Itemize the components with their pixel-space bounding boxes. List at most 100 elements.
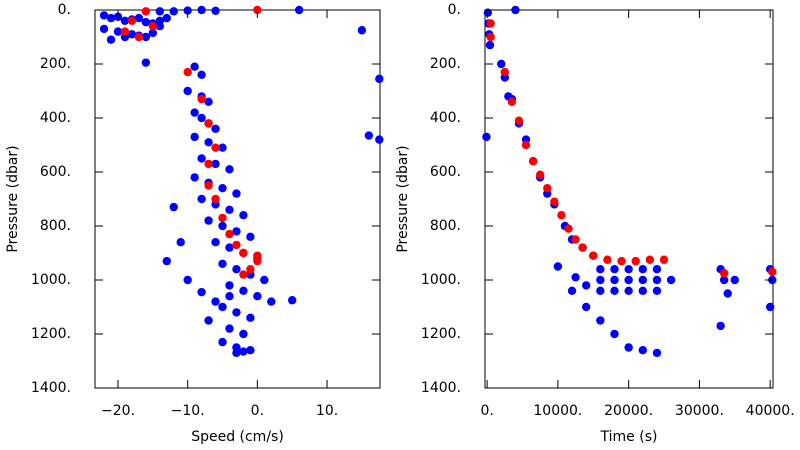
y-tick-label: 400. (430, 110, 461, 126)
data-point (239, 347, 248, 356)
data-point (638, 275, 647, 285)
data-point (610, 265, 619, 274)
data-point (218, 221, 227, 231)
data-point (225, 281, 234, 290)
y-tick-label: 200. (430, 56, 461, 72)
data-point (148, 22, 158, 31)
data-point (134, 13, 144, 23)
data-point (232, 308, 241, 317)
y-tick-label: 600. (430, 164, 461, 180)
data-point (486, 32, 495, 42)
data-point (716, 321, 725, 331)
data-point (225, 243, 234, 252)
data-point (204, 97, 213, 107)
data-point (225, 205, 234, 214)
data-point (99, 11, 109, 20)
data-point (267, 297, 276, 306)
data-point (638, 265, 647, 274)
data-point (127, 16, 137, 25)
data-point (106, 35, 116, 44)
x-tick-label: 0. (480, 403, 493, 419)
data-point (190, 132, 199, 142)
x-tick-label: 20000. (604, 403, 653, 419)
y-tick-label: 1000. (421, 272, 461, 288)
data-point (253, 256, 262, 266)
data-point (232, 240, 241, 250)
data-point (218, 302, 227, 312)
data-point (197, 5, 206, 15)
data-point (645, 255, 655, 264)
data-point (232, 227, 241, 236)
data-point (571, 273, 580, 282)
data-point (162, 256, 171, 266)
data-point (596, 275, 605, 285)
y-tick-label: 200. (40, 56, 71, 72)
data-point (596, 286, 605, 295)
data-point (232, 348, 241, 358)
data-point (652, 286, 662, 295)
data-point (260, 275, 269, 285)
data-point (571, 235, 580, 244)
data-point (578, 243, 587, 252)
x-axis-label: Time (s) (600, 429, 658, 445)
data-point (169, 202, 178, 212)
data-point (723, 289, 732, 298)
data-point (232, 189, 241, 198)
data-point (239, 248, 248, 258)
data-point (652, 348, 662, 358)
data-point (225, 292, 234, 301)
data-point (624, 265, 633, 274)
data-point (610, 286, 619, 295)
data-point (638, 286, 647, 295)
data-point (218, 143, 227, 152)
data-point (497, 59, 506, 69)
data-point (190, 62, 199, 71)
data-point (197, 194, 206, 204)
data-point (239, 211, 248, 220)
y-tick-label: 0. (448, 2, 461, 18)
data-point (557, 211, 566, 220)
data-point (507, 97, 517, 107)
y-axis-label: Pressure (dbar) (5, 145, 21, 252)
data-point (617, 256, 626, 266)
x-tick-label: 40000. (746, 403, 795, 419)
data-point (765, 302, 775, 312)
x-tick-label: −10. (171, 403, 205, 419)
x-tick-label: −20. (101, 403, 135, 419)
data-point (514, 116, 524, 125)
x-axis-label: Speed (cm/s) (191, 429, 284, 445)
x-tick-label: 30000. (675, 403, 724, 419)
x-tick-label: 10. (316, 403, 338, 419)
data-point (218, 213, 227, 223)
data-point (232, 265, 241, 274)
data-point (127, 30, 137, 39)
data-point (610, 275, 619, 285)
data-point (134, 32, 144, 42)
data-point (211, 238, 220, 247)
y-tick-label: 1400. (31, 380, 71, 396)
data-point (564, 224, 573, 233)
data-point (596, 265, 605, 274)
data-point (581, 302, 591, 312)
data-point (581, 281, 591, 290)
plot-frame (94, 9, 381, 389)
y-tick-label: 800. (430, 218, 461, 234)
y-tick-label: 1200. (31, 326, 71, 342)
y-tick-label: 800. (40, 218, 71, 234)
data-point (218, 337, 227, 347)
data-point (567, 286, 577, 295)
data-point (652, 275, 662, 285)
data-point (211, 143, 220, 152)
data-point (485, 40, 495, 50)
data-point (183, 67, 192, 77)
y-tick-label: 600. (40, 164, 71, 180)
data-point (204, 119, 213, 128)
data-point (239, 329, 248, 339)
data-point (120, 16, 130, 25)
data-point (294, 5, 304, 15)
data-point (589, 251, 598, 260)
data-point (120, 27, 130, 36)
data-point (225, 229, 234, 239)
x-tick-label: 0. (251, 403, 264, 419)
data-point (246, 232, 255, 241)
